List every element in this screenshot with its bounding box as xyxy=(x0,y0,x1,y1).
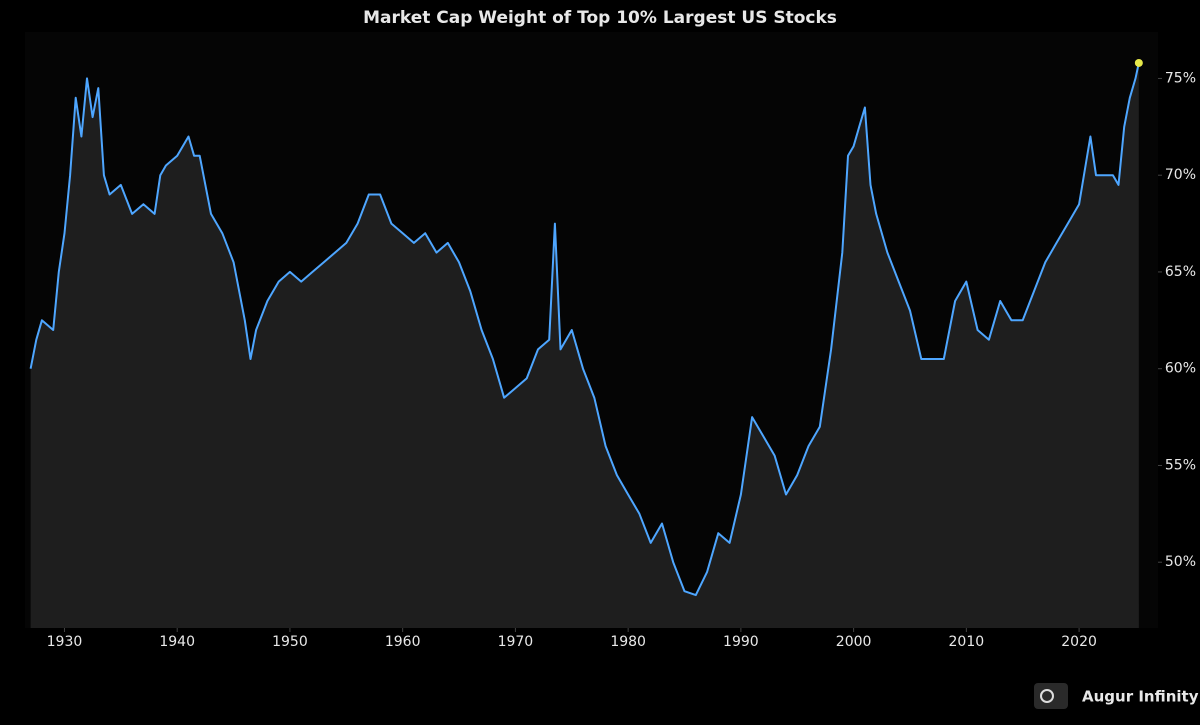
y-tick-label: 55% xyxy=(1165,457,1196,473)
x-tick-label: 1930 xyxy=(47,634,83,650)
x-tick-label: 2000 xyxy=(836,634,872,650)
x-tick-label: 2020 xyxy=(1061,634,1097,650)
logo-box xyxy=(1034,683,1068,709)
chart-title: Market Cap Weight of Top 10% Largest US … xyxy=(363,8,837,28)
x-tick-label: 1950 xyxy=(272,634,308,650)
x-tick-label: 2010 xyxy=(949,634,985,650)
x-tick-label: 1940 xyxy=(159,634,195,650)
y-tick-label: 50% xyxy=(1165,554,1196,570)
watermark: Augur Infinity xyxy=(1082,688,1199,706)
x-tick-label: 1970 xyxy=(498,634,534,650)
area xyxy=(30,63,1139,628)
last-point xyxy=(1134,58,1143,67)
y-tick-label: 60% xyxy=(1165,361,1196,377)
y-tick-label: 75% xyxy=(1165,70,1196,86)
y-tick-label: 65% xyxy=(1165,264,1196,280)
x-tick-label: 1960 xyxy=(385,634,421,650)
x-tick-label: 1980 xyxy=(610,634,646,650)
logo xyxy=(1034,683,1068,709)
x-tick-label: 1990 xyxy=(723,634,759,650)
logo-icon xyxy=(1040,689,1054,703)
y-tick-label: 70% xyxy=(1165,167,1196,183)
line xyxy=(29,62,1140,597)
